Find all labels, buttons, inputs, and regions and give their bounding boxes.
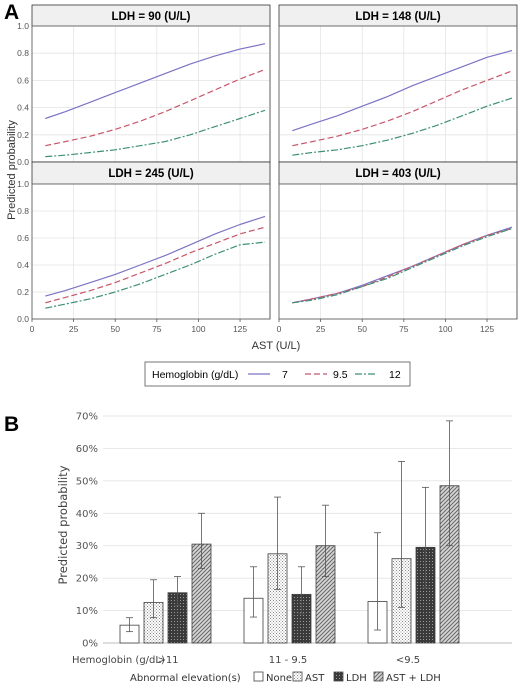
y-tick-label: 0.6: [17, 75, 29, 85]
y-tick-label: 20%: [76, 574, 98, 585]
panel-a-y-axis-title: Predicted probability: [6, 120, 18, 220]
legend-swatch: [333, 671, 344, 682]
x-tick-label: 75: [399, 324, 409, 334]
panel-a-legend: Hemoglobin (g/dL) 7 9.5 12: [144, 361, 411, 387]
bar-group-2: [243, 496, 336, 644]
facet-title: LDH = 245 (U/L): [108, 168, 193, 180]
x-tick-label: 0: [30, 324, 35, 334]
category-label: <9.5: [396, 655, 420, 666]
panel-b-legend: Abnormal elevation(s) None AST LDH AST + LDH: [130, 671, 441, 684]
y-tick-label: 0.4: [17, 103, 29, 113]
y-tick-label: 0.4: [17, 260, 29, 270]
y-tick-label: 0.8: [17, 206, 29, 216]
facet-frame: [278, 183, 518, 320]
facet-plot-area: [278, 25, 518, 163]
facet-plot-area: [278, 183, 518, 320]
series-line-hb-9-5: [45, 68, 266, 147]
panel-a-faceted-line-chart: LDH = 90 (U/L) 0.0 0.2 0.4 0.6 0.8 1.0 LDH = 14…: [6, 4, 518, 387]
x-tick-label: 25: [316, 324, 326, 334]
panel-b-y-axis-title: Predicted probability: [56, 465, 70, 584]
panel-label-a: A: [4, 1, 19, 24]
bar-group-3: [367, 420, 460, 644]
facet-grid: LDH = 90 (U/L) 0.0 0.2 0.4 0.6 0.8 1.0 LDH = 14…: [17, 4, 518, 324]
x-tick-label: 50: [357, 324, 367, 334]
y-tick-label: 40%: [76, 509, 98, 520]
panel-b-category-labels: >11 11 - 9.5 <9.5: [157, 655, 420, 666]
y-tick-label: 30%: [76, 541, 98, 552]
series-line-hb-12: [292, 97, 513, 156]
series-line-hb-12: [292, 228, 513, 304]
panel-b-legend-title: Abnormal elevation(s): [130, 673, 241, 684]
series-line-hb-7: [292, 49, 513, 132]
series-line-hb-7: [45, 215, 266, 297]
facet-2: LDH = 148 (U/L): [278, 4, 518, 163]
legend-label: None: [266, 673, 292, 684]
y-tick-label: 0.6: [17, 233, 29, 243]
panel-a-x-axis: 0 25 50 75 100 125 0 25 50 75 100 125: [30, 319, 494, 334]
y-tick-label: 1.0: [17, 21, 29, 31]
y-tick-label: 0.2: [17, 130, 29, 140]
series-line-hb-9-5: [292, 70, 513, 147]
x-tick-label: 25: [69, 324, 79, 334]
series-line-hb-12: [45, 109, 266, 158]
facet-frame: [31, 183, 271, 320]
panel-a-legend-title: Hemoglobin (g/dL): [152, 369, 238, 381]
y-tick-label: 0.8: [17, 48, 29, 58]
x-tick-label: 0: [277, 324, 282, 334]
legend-label-hb95: 9.5: [333, 369, 348, 381]
legend-label-hb12: 12: [389, 369, 401, 381]
series-line-hb-9-5: [45, 226, 266, 304]
series-line-hb-12: [45, 241, 266, 309]
legend-label: AST + LDH: [386, 673, 441, 684]
legend-label: LDH: [346, 673, 367, 684]
facet-3: LDH = 245 (U/L) 0.0 0.2 0.4 0.6 0.8 1.0: [17, 161, 271, 324]
facet-4: LDH = 403 (U/L): [278, 161, 518, 320]
y-tick-label: 50%: [76, 476, 98, 487]
facet-1: LDH = 90 (U/L) 0.0 0.2 0.4 0.6 0.8 1.0: [17, 4, 271, 167]
y-tick-label: 0%: [82, 639, 98, 650]
x-tick-label: 100: [191, 324, 205, 334]
facet-plot-area: [31, 25, 271, 163]
legend-label: AST: [305, 673, 325, 684]
legend-label-hb7: 7: [282, 369, 288, 381]
panel-a-x-axis-title: AST (U/L): [252, 340, 301, 352]
series-line-hb-9-5: [292, 228, 513, 304]
facet-title: LDH = 403 (U/L): [355, 168, 440, 180]
bar-group-1: [119, 512, 212, 644]
category-label: >11: [157, 655, 178, 666]
x-tick-label: 75: [152, 324, 162, 334]
panel-label-b: B: [4, 413, 19, 436]
panel-b-bar-chart: 0% 10% 20% 30% 40% 50% 60% 70% Predicted probab…: [56, 412, 512, 684]
category-label: 11 - 9.5: [269, 655, 308, 666]
x-tick-label: 125: [480, 324, 494, 334]
y-tick-label: 0.0: [17, 157, 29, 167]
y-tick-label: 0.2: [17, 287, 29, 297]
panel-b-bars: [119, 420, 460, 644]
facet-plot-area: [31, 183, 271, 320]
y-tick-label: 60%: [76, 444, 98, 455]
y-tick-label: 1.0: [17, 179, 29, 189]
legend-swatch: [253, 671, 264, 682]
y-tick-label: 70%: [76, 412, 98, 423]
x-tick-label: 125: [233, 324, 247, 334]
facet-title: LDH = 148 (U/L): [355, 11, 440, 23]
panel-b-category-axis-label: Hemoglobin (g/dL): [72, 655, 165, 666]
facet-title: LDH = 90 (U/L): [112, 11, 191, 23]
y-tick-label: 10%: [76, 606, 98, 617]
legend-swatch: [292, 671, 303, 682]
x-tick-label: 100: [438, 324, 452, 334]
x-tick-label: 50: [110, 324, 120, 334]
legend-swatch: [373, 671, 384, 682]
series-line-hb-7: [45, 43, 266, 120]
y-tick-label: 0.0: [17, 314, 29, 324]
